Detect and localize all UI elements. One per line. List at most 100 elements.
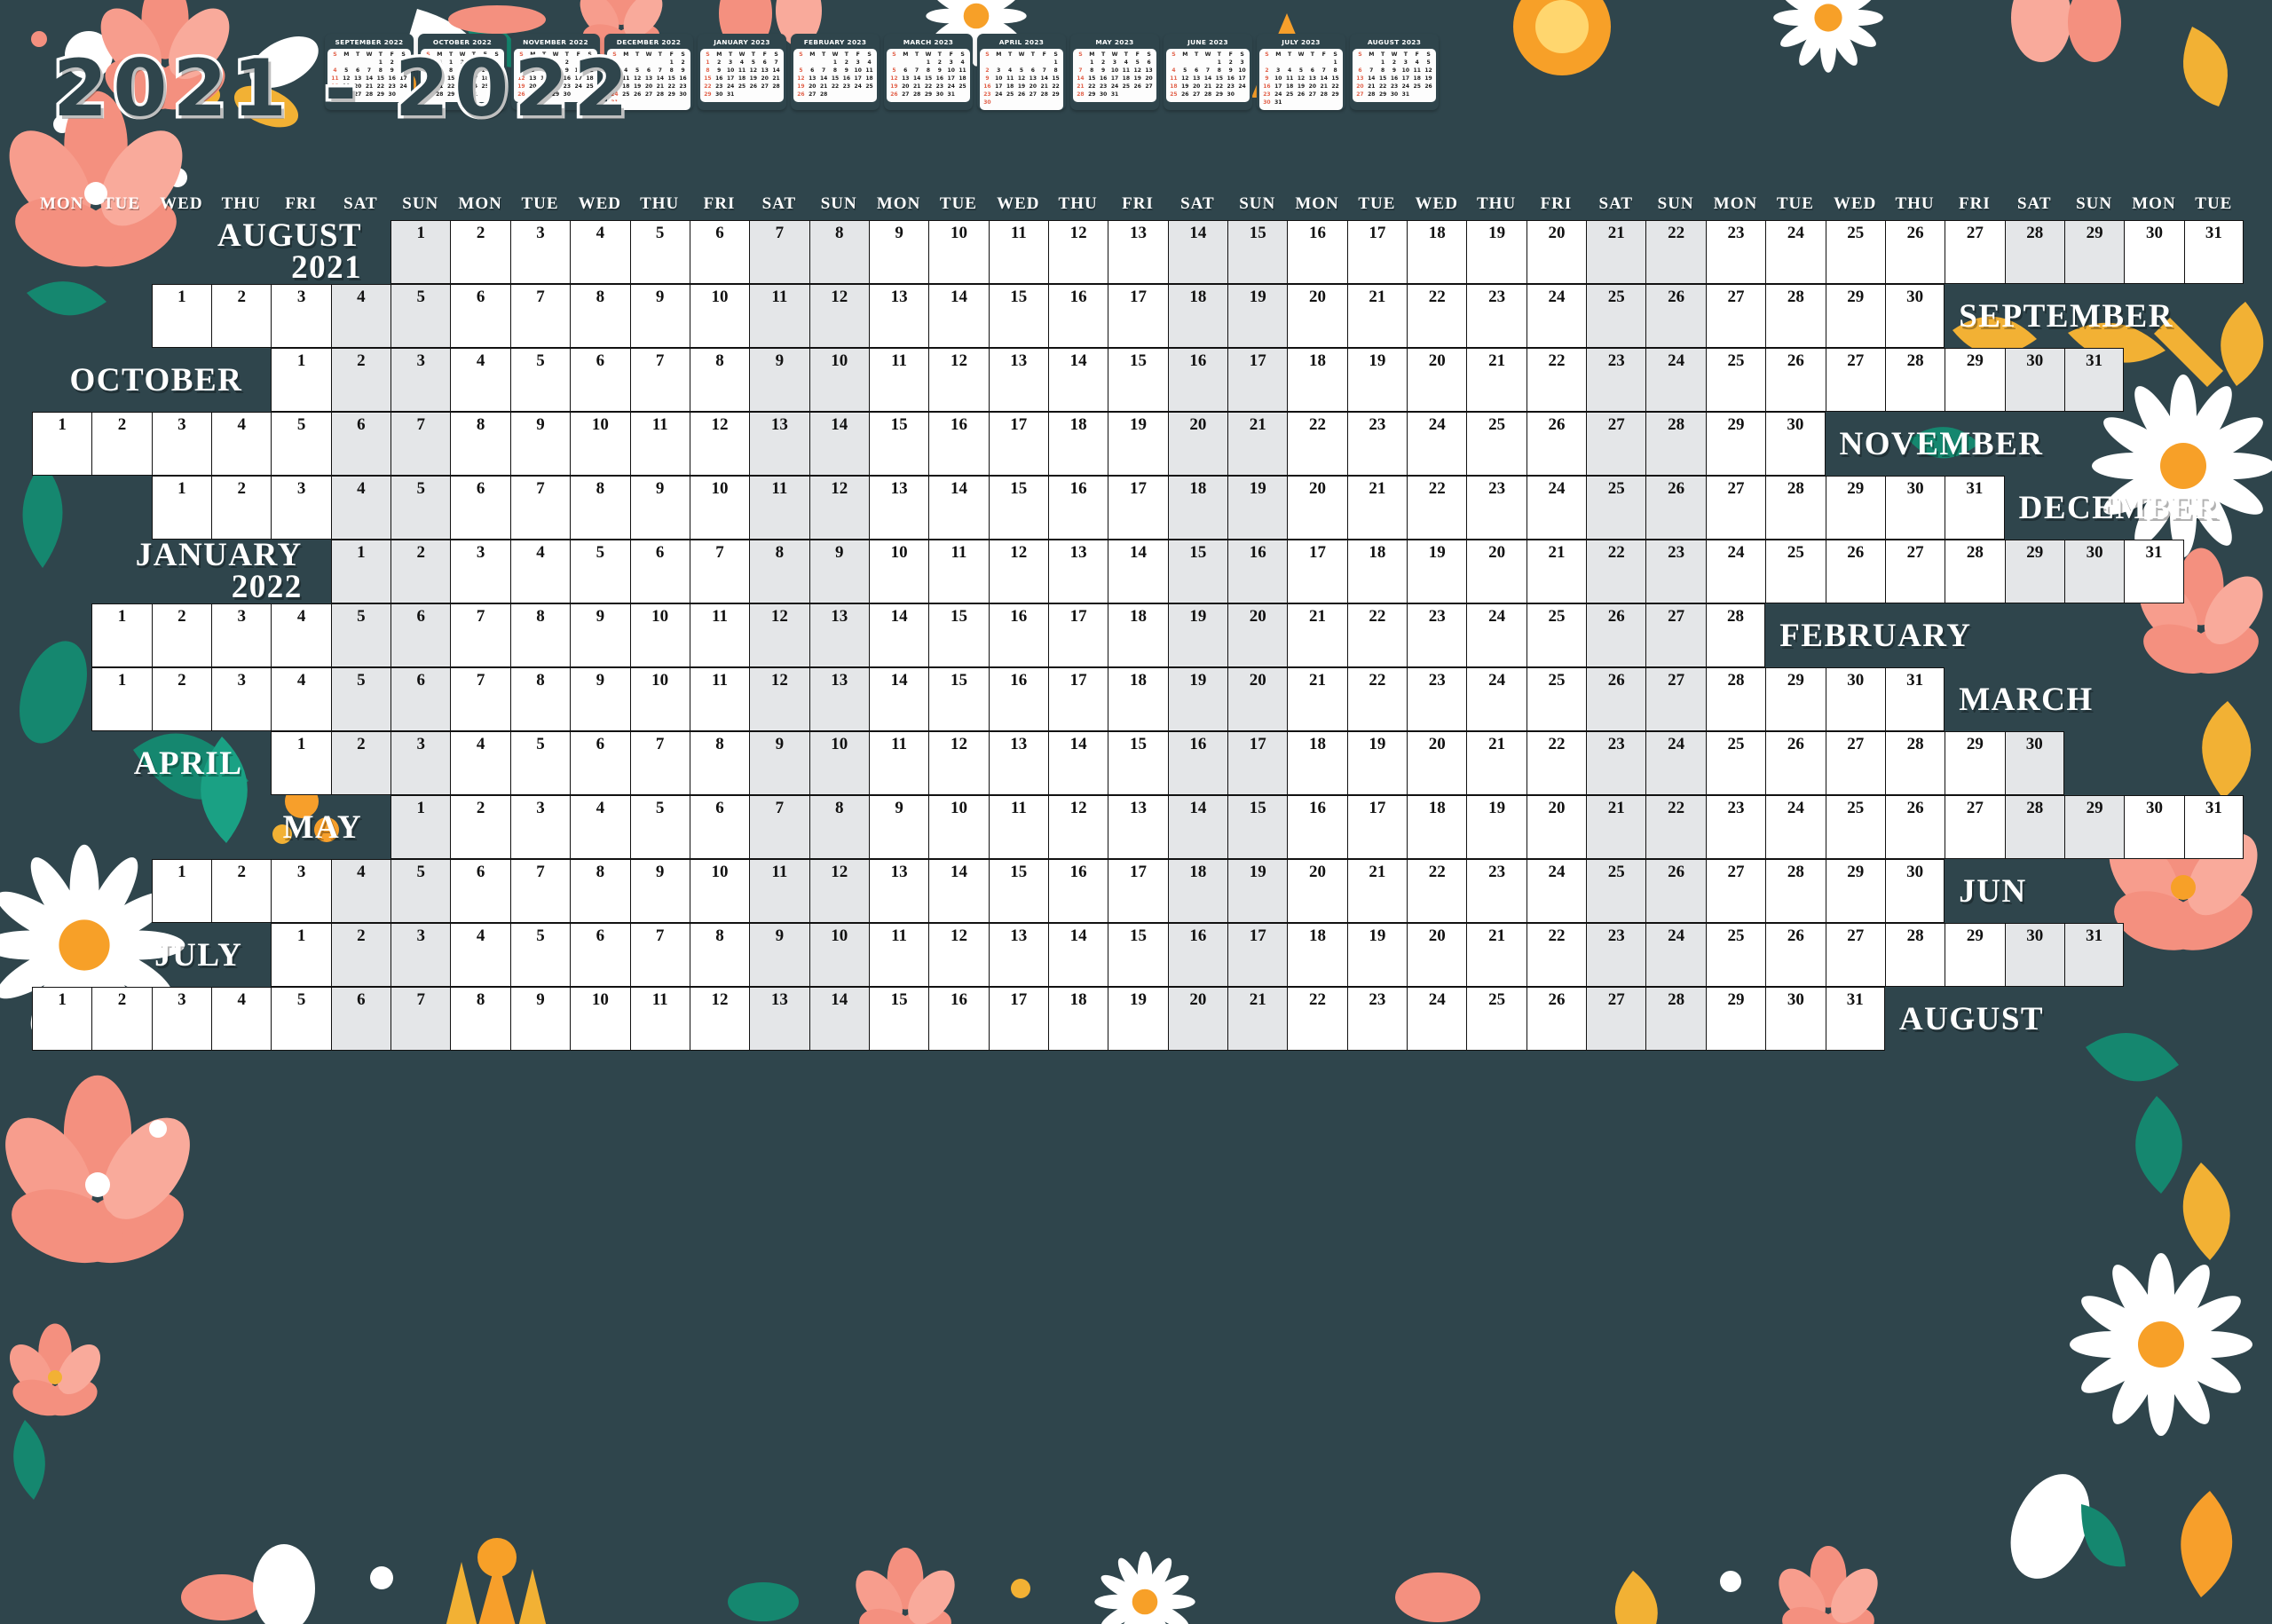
day-cell[interactable]: 29 [1945,731,2005,795]
mini-day[interactable]: 26 [797,91,805,98]
mini-day[interactable]: 13 [761,67,769,74]
day-cell[interactable]: 8 [509,667,571,731]
day-cell[interactable]: 8 [570,284,630,348]
mini-day[interactable]: 5 [1298,67,1304,74]
mini-day[interactable]: 11 [1122,67,1131,74]
mini-day[interactable]: 29 [1331,91,1339,98]
day-cell[interactable]: 5 [629,220,690,284]
day-cell[interactable]: 16 [1047,284,1108,348]
day-cell[interactable]: 1 [271,348,331,412]
day-cell[interactable]: 13 [809,667,869,731]
mini-day[interactable]: 9 [564,67,569,74]
day-cell[interactable]: 5 [390,859,451,923]
mini-day[interactable]: 20 [761,75,769,82]
mini-day[interactable]: 21 [656,83,665,90]
day-cell[interactable]: 20 [1227,667,1288,731]
mini-day[interactable]: 20 [902,83,910,90]
mini-day[interactable]: 26 [1017,91,1026,98]
day-cell[interactable]: 23 [1586,348,1646,412]
day-cell[interactable]: 23 [1705,220,1766,284]
day-cell[interactable]: 8 [749,540,809,603]
day-cell[interactable]: 17 [1108,476,1168,540]
mini-day[interactable]: 26 [1133,83,1141,90]
mini-day[interactable]: 21 [365,83,374,90]
mini-day[interactable]: 26 [749,83,758,90]
day-cell[interactable]: 16 [1287,220,1347,284]
mini-day[interactable]: 20 [644,83,653,90]
day-cell[interactable]: 4 [330,476,391,540]
day-cell[interactable]: 11 [988,795,1048,859]
day-cell[interactable]: 3 [390,731,451,795]
mini-day[interactable]: 28 [436,91,444,98]
day-cell[interactable]: 17 [988,987,1048,1051]
mini-day[interactable]: 12 [890,75,898,82]
day-cell[interactable]: 12 [988,540,1048,603]
mini-day[interactable]: 27 [1192,91,1201,98]
day-cell[interactable]: 11 [988,220,1048,284]
day-cell[interactable]: 28 [1765,284,1826,348]
day-cell[interactable]: 19 [1466,220,1526,284]
day-cell[interactable]: 20 [1407,731,1467,795]
mini-day[interactable]: 31 [947,91,955,98]
mini-day[interactable]: 3 [1240,59,1244,66]
mini-day[interactable]: 7 [1321,67,1326,74]
day-cell[interactable]: 9 [749,923,809,987]
mini-day[interactable]: 13 [529,75,537,82]
day-cell[interactable]: 8 [570,476,630,540]
day-cell[interactable]: 11 [868,348,929,412]
mini-day[interactable]: 15 [1088,75,1096,82]
day-cell[interactable]: 14 [928,284,989,348]
mini-day[interactable]: 31 [469,91,478,98]
mini-day[interactable]: 30 [1390,91,1399,98]
day-cell[interactable]: 30 [1884,859,1945,923]
mini-day[interactable]: 1 [832,59,838,66]
day-cell[interactable]: 17 [1108,284,1168,348]
mini-day[interactable]: 13 [809,75,816,82]
day-cell[interactable]: 16 [928,412,989,476]
mini-day[interactable]: 12 [633,75,642,82]
mini-day[interactable]: 6 [1030,67,1035,74]
day-cell[interactable]: 4 [450,731,510,795]
day-cell[interactable]: 19 [1108,412,1168,476]
day-cell[interactable]: 28 [1645,987,1706,1051]
day-cell[interactable]: 1 [271,731,331,795]
mini-day[interactable]: 21 [912,83,921,90]
day-cell[interactable]: 31 [2183,220,2244,284]
day-cell[interactable]: 6 [450,859,510,923]
day-cell[interactable]: 16 [1047,859,1108,923]
day-cell[interactable]: 26 [1884,220,1945,284]
day-cell[interactable]: 15 [1108,731,1168,795]
day-cell[interactable]: 19 [1407,540,1467,603]
mini-day[interactable]: 31 [611,99,619,106]
mini-day[interactable]: 22 [1088,83,1096,90]
mini-day[interactable]: 16 [679,75,687,82]
day-cell[interactable]: 9 [570,667,630,731]
day-cell[interactable]: 25 [1466,987,1526,1051]
day-cell[interactable]: 4 [570,795,630,859]
mini-day[interactable]: 28 [1368,91,1376,98]
day-cell[interactable]: 25 [1825,795,1885,859]
mini-day[interactable]: 30 [1099,91,1108,98]
day-cell[interactable]: 2 [330,348,391,412]
day-cell[interactable]: 4 [271,667,331,731]
day-cell[interactable]: 9 [749,348,809,412]
day-cell[interactable]: 11 [868,731,929,795]
mini-day[interactable]: 14 [656,75,665,82]
mini-day[interactable]: 14 [912,75,921,82]
day-cell[interactable]: 29 [1945,348,2005,412]
day-cell[interactable]: 22 [1526,731,1587,795]
day-cell[interactable]: 23 [1407,667,1467,731]
day-cell[interactable]: 3 [151,412,212,476]
mini-day[interactable]: 12 [1181,75,1189,82]
day-cell[interactable]: 12 [1047,220,1108,284]
mini-day[interactable]: 14 [1368,75,1376,82]
day-cell[interactable]: 19 [1167,603,1228,667]
day-cell[interactable]: 27 [1645,667,1706,731]
day-cell[interactable]: 1 [91,603,152,667]
day-cell[interactable]: 5 [390,476,451,540]
day-cell[interactable]: 11 [749,284,809,348]
day-cell[interactable]: 13 [988,923,1048,987]
day-cell[interactable]: 22 [1645,795,1706,859]
mini-day[interactable]: 7 [367,67,372,74]
day-cell[interactable]: 24 [1466,667,1526,731]
